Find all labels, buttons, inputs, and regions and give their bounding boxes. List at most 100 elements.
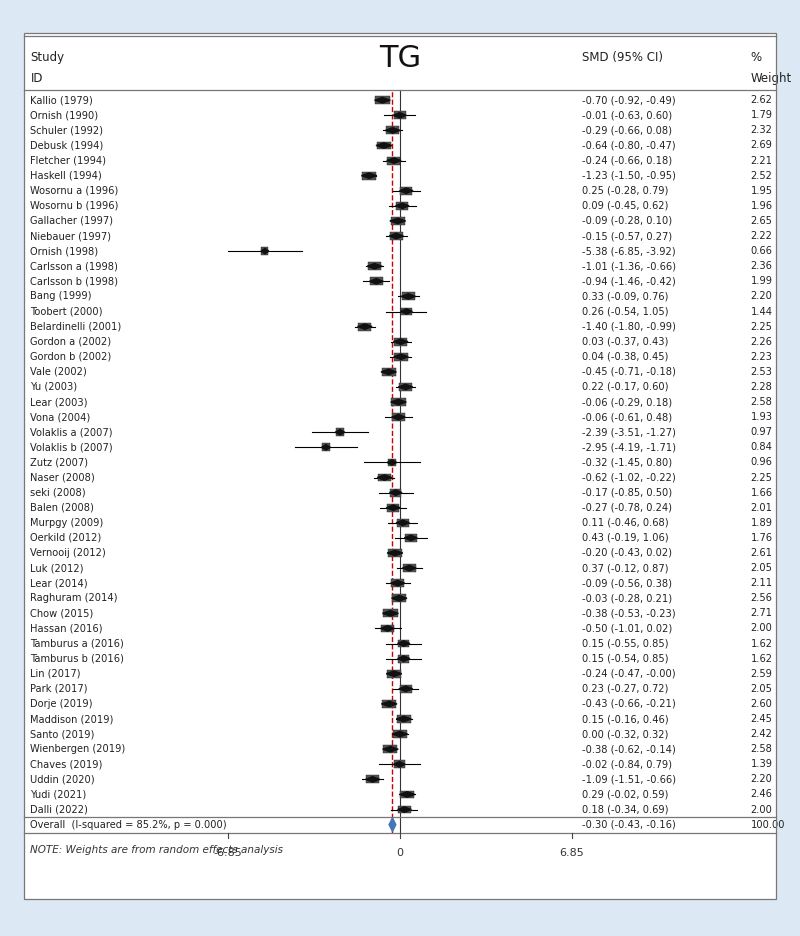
Text: 2.45: 2.45 xyxy=(750,714,772,724)
Bar xyxy=(402,292,414,300)
Text: 0.15 (-0.55, 0.85): 0.15 (-0.55, 0.85) xyxy=(582,638,669,649)
Bar xyxy=(358,323,371,330)
Polygon shape xyxy=(398,656,410,662)
Text: -0.02 (-0.84, 0.79): -0.02 (-0.84, 0.79) xyxy=(582,759,672,769)
Text: 2.00: 2.00 xyxy=(750,805,772,814)
Text: Wosornu a (1996): Wosornu a (1996) xyxy=(30,185,118,196)
Polygon shape xyxy=(378,475,392,480)
Bar xyxy=(405,534,417,542)
Polygon shape xyxy=(398,641,410,646)
Text: Volaklis a (2007): Volaklis a (2007) xyxy=(30,427,113,437)
Text: -0.06 (-0.61, 0.48): -0.06 (-0.61, 0.48) xyxy=(582,412,673,422)
Polygon shape xyxy=(400,792,415,797)
Polygon shape xyxy=(387,550,402,556)
Polygon shape xyxy=(382,610,398,616)
Text: 2.00: 2.00 xyxy=(750,623,772,634)
Bar xyxy=(399,685,412,693)
Text: ID: ID xyxy=(30,72,43,85)
Bar xyxy=(391,579,404,587)
Text: 2.26: 2.26 xyxy=(750,337,772,346)
Text: -0.43 (-0.66, -0.21): -0.43 (-0.66, -0.21) xyxy=(582,699,676,709)
Text: Schuler (1992): Schuler (1992) xyxy=(30,125,103,136)
Bar xyxy=(400,187,412,195)
Text: Oerkild (2012): Oerkild (2012) xyxy=(30,533,102,543)
Text: -0.29 (-0.66, 0.08): -0.29 (-0.66, 0.08) xyxy=(582,125,672,136)
Bar xyxy=(398,639,410,648)
Text: Dorje (2019): Dorje (2019) xyxy=(30,699,93,709)
Text: Vernooij (2012): Vernooij (2012) xyxy=(30,548,106,558)
Text: 2.05: 2.05 xyxy=(750,684,772,694)
Text: -0.03 (-0.28, 0.21): -0.03 (-0.28, 0.21) xyxy=(582,593,673,604)
Text: Ornish (1998): Ornish (1998) xyxy=(30,246,98,256)
Text: -0.20 (-0.43, 0.02): -0.20 (-0.43, 0.02) xyxy=(582,548,672,558)
Text: 2.21: 2.21 xyxy=(750,155,773,166)
Bar xyxy=(391,398,406,406)
Text: 2.23: 2.23 xyxy=(750,352,772,362)
Text: -0.62 (-1.02, -0.22): -0.62 (-1.02, -0.22) xyxy=(582,473,676,483)
Bar xyxy=(394,111,406,119)
Polygon shape xyxy=(392,415,405,420)
Polygon shape xyxy=(394,762,405,767)
Polygon shape xyxy=(396,520,410,525)
Bar xyxy=(382,624,394,633)
Polygon shape xyxy=(376,143,392,148)
Text: 2.20: 2.20 xyxy=(750,774,772,784)
Text: -0.24 (-0.47, -0.00): -0.24 (-0.47, -0.00) xyxy=(582,668,676,679)
Polygon shape xyxy=(381,369,396,374)
Bar xyxy=(383,745,398,753)
Bar xyxy=(388,459,396,466)
Bar xyxy=(377,141,391,150)
Text: -0.94 (-1.46, -0.42): -0.94 (-1.46, -0.42) xyxy=(582,276,676,286)
Text: 2.71: 2.71 xyxy=(750,608,773,619)
Text: Carlsson b (1998): Carlsson b (1998) xyxy=(30,276,118,286)
Bar xyxy=(394,353,407,360)
Polygon shape xyxy=(382,701,397,707)
Polygon shape xyxy=(394,339,408,344)
Bar xyxy=(398,806,410,813)
Text: Kallio (1979): Kallio (1979) xyxy=(30,95,93,105)
Text: Gordon b (2002): Gordon b (2002) xyxy=(30,352,112,362)
Text: 2.46: 2.46 xyxy=(750,789,772,799)
Text: Vale (2002): Vale (2002) xyxy=(30,367,87,377)
Text: -0.17 (-0.85, 0.50): -0.17 (-0.85, 0.50) xyxy=(582,488,673,498)
Text: Vona (2004): Vona (2004) xyxy=(30,412,90,422)
Text: 1.79: 1.79 xyxy=(750,110,773,121)
Bar xyxy=(387,670,401,678)
Text: 0.23 (-0.27, 0.72): 0.23 (-0.27, 0.72) xyxy=(582,684,669,694)
Text: Lear (2014): Lear (2014) xyxy=(30,578,88,588)
Text: Murpgy (2009): Murpgy (2009) xyxy=(30,518,104,528)
Polygon shape xyxy=(366,777,380,782)
Text: Yu (2003): Yu (2003) xyxy=(30,382,78,392)
Bar xyxy=(398,654,410,663)
Bar xyxy=(390,489,402,496)
Polygon shape xyxy=(387,460,397,465)
Text: Lin (2017): Lin (2017) xyxy=(30,668,81,679)
Bar xyxy=(396,202,408,210)
Polygon shape xyxy=(394,354,408,359)
Polygon shape xyxy=(402,565,416,571)
Polygon shape xyxy=(370,279,383,284)
Text: 0.03 (-0.37, 0.43): 0.03 (-0.37, 0.43) xyxy=(582,337,669,346)
Text: Gallacher (1997): Gallacher (1997) xyxy=(30,216,114,226)
Polygon shape xyxy=(335,430,345,435)
Text: 1.62: 1.62 xyxy=(750,638,773,649)
Bar xyxy=(390,232,402,240)
Text: 2.42: 2.42 xyxy=(750,729,772,739)
Text: 2.69: 2.69 xyxy=(750,140,772,151)
Text: -0.45 (-0.71, -0.18): -0.45 (-0.71, -0.18) xyxy=(582,367,676,377)
Text: %: % xyxy=(750,51,762,65)
Polygon shape xyxy=(398,807,411,812)
Polygon shape xyxy=(394,112,406,118)
Text: 0.96: 0.96 xyxy=(750,458,772,467)
Text: Study: Study xyxy=(30,51,65,65)
Text: -0.64 (-0.80, -0.47): -0.64 (-0.80, -0.47) xyxy=(582,140,676,151)
Text: -1.09 (-1.51, -0.66): -1.09 (-1.51, -0.66) xyxy=(582,774,677,784)
Text: Hassan (2016): Hassan (2016) xyxy=(30,623,103,634)
Text: Toobert (2000): Toobert (2000) xyxy=(30,306,103,316)
Text: 2.56: 2.56 xyxy=(750,593,772,604)
Bar xyxy=(392,594,406,602)
Text: 0.66: 0.66 xyxy=(750,246,772,256)
Text: 0.04 (-0.38, 0.45): 0.04 (-0.38, 0.45) xyxy=(582,352,669,362)
Text: 1.96: 1.96 xyxy=(750,201,773,211)
Text: -0.38 (-0.53, -0.23): -0.38 (-0.53, -0.23) xyxy=(582,608,676,619)
